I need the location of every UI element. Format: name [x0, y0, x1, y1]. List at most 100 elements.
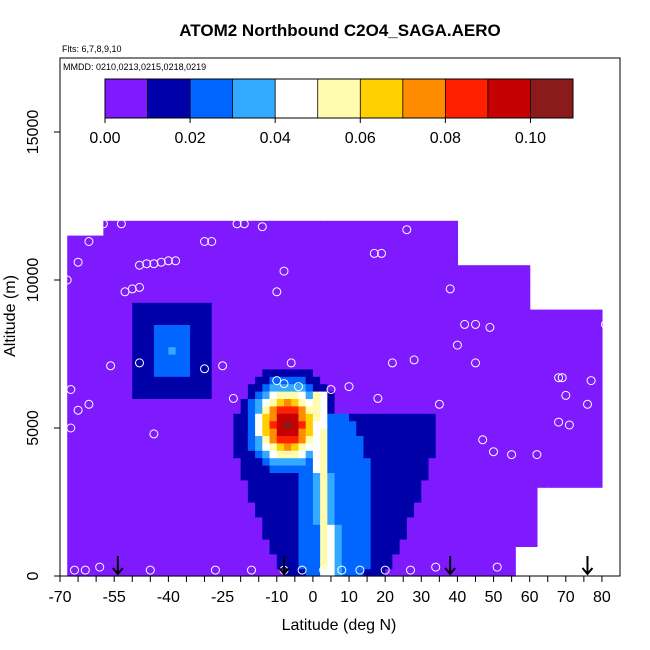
- heatmap-cell: [334, 465, 343, 473]
- heatmap-cell: [536, 391, 545, 399]
- heatmap-cell: [204, 465, 213, 473]
- heatmap-cell: [370, 524, 379, 533]
- heatmap-cell: [421, 383, 430, 392]
- heatmap-cell: [240, 465, 249, 473]
- heatmap-cell: [204, 428, 213, 436]
- heatmap-cell: [385, 398, 393, 407]
- sample-point: [145, 565, 155, 575]
- heatmap-cell: [132, 243, 141, 251]
- heatmap-cell: [334, 383, 343, 392]
- heatmap-cell: [544, 435, 552, 444]
- heatmap-cell: [190, 339, 198, 348]
- sample-point: [507, 450, 517, 460]
- heatmap-cell: [218, 509, 227, 518]
- heatmap-cell: [88, 405, 97, 414]
- heatmap-cell: [312, 494, 321, 503]
- heatmap-cell: [197, 531, 206, 540]
- heatmap-cell: [110, 502, 119, 510]
- heatmap-cell: [74, 331, 83, 340]
- heatmap-cell: [594, 465, 603, 473]
- heatmap-cell: [341, 265, 350, 274]
- heatmap-cell: [392, 428, 401, 436]
- heatmap-cell: [558, 354, 567, 362]
- heatmap-cell: [298, 391, 307, 399]
- heatmap-cell: [428, 383, 437, 392]
- heatmap-cell: [125, 302, 133, 311]
- heatmap-cell: [139, 479, 148, 488]
- heatmap-cell: [349, 420, 357, 429]
- heatmap-cell: [558, 331, 567, 340]
- heatmap-cell: [594, 398, 603, 407]
- heatmap-cell: [363, 516, 372, 525]
- heatmap-cell: [515, 502, 524, 510]
- colorbar-tick-label: 0.06: [345, 130, 376, 147]
- heatmap-cell: [132, 546, 141, 555]
- heatmap-cell: [594, 354, 603, 362]
- heatmap-cell: [110, 420, 119, 429]
- heatmap-cell: [182, 376, 191, 385]
- heatmap-cell: [291, 324, 300, 333]
- heatmap-cell: [168, 235, 177, 244]
- heatmap-cell: [291, 531, 300, 540]
- heatmap-cell: [117, 457, 126, 466]
- heatmap-cell: [580, 309, 589, 318]
- heatmap-cell: [399, 361, 408, 370]
- heatmap-cell: [442, 383, 451, 392]
- heatmap-cell: [356, 280, 365, 288]
- heatmap-cell: [312, 376, 321, 385]
- heatmap-cell: [103, 413, 112, 422]
- heatmap-cell: [247, 354, 256, 362]
- heatmap-cell: [125, 220, 133, 229]
- heatmap-cell: [457, 398, 466, 407]
- heatmap-cell: [536, 331, 545, 340]
- heatmap-cell: [262, 428, 271, 436]
- heatmap-cell: [414, 502, 422, 510]
- heatmap-cell: [450, 487, 459, 496]
- heatmap-cell: [204, 361, 213, 370]
- heatmap-cell: [103, 317, 112, 325]
- heatmap-cell: [508, 346, 516, 355]
- colorbar-swatch: [365, 79, 372, 118]
- heatmap-cell: [442, 346, 451, 355]
- heatmap-cell: [204, 368, 213, 377]
- heatmap-cell: [190, 228, 198, 237]
- heatmap-cell: [421, 472, 430, 481]
- heatmap-cell: [96, 546, 104, 555]
- heatmap-cell: [471, 405, 480, 414]
- heatmap-cell: [190, 516, 198, 525]
- heatmap-cell: [168, 531, 177, 540]
- heatmap-cell: [327, 354, 336, 362]
- heatmap-cell: [471, 420, 480, 429]
- heatmap-cell: [508, 457, 516, 466]
- heatmap-cell: [146, 479, 155, 488]
- heatmap-cell: [182, 539, 191, 547]
- heatmap-cell: [291, 220, 300, 229]
- heatmap-cell: [450, 220, 459, 229]
- heatmap-cell: [479, 413, 487, 422]
- colorbar-swatch: [461, 79, 468, 118]
- heatmap-cell: [442, 243, 451, 251]
- colorbar-swatch: [424, 79, 430, 118]
- heatmap-cell: [587, 376, 596, 385]
- heatmap-cell: [312, 472, 321, 481]
- heatmap-cell: [464, 361, 473, 370]
- heatmap-cell: [392, 465, 401, 473]
- heatmap-cell: [153, 354, 162, 362]
- heatmap-cell: [269, 331, 278, 340]
- heatmap-cell: [349, 398, 357, 407]
- heatmap-cell: [139, 235, 148, 244]
- heatmap-cell: [161, 553, 169, 562]
- heatmap-cell: [298, 361, 307, 370]
- heatmap-cell: [392, 539, 401, 547]
- heatmap-cell: [240, 302, 249, 311]
- heatmap-cell: [464, 317, 473, 325]
- heatmap-cell: [414, 546, 422, 555]
- heatmap-cell: [486, 420, 495, 429]
- heatmap-cell: [558, 435, 567, 444]
- heatmap-cell: [464, 428, 473, 436]
- heatmap-cell: [428, 457, 437, 466]
- heatmap-cell: [312, 302, 321, 311]
- heatmap-cell: [305, 546, 314, 555]
- heatmap-cell: [558, 324, 567, 333]
- heatmap-cell: [377, 428, 386, 436]
